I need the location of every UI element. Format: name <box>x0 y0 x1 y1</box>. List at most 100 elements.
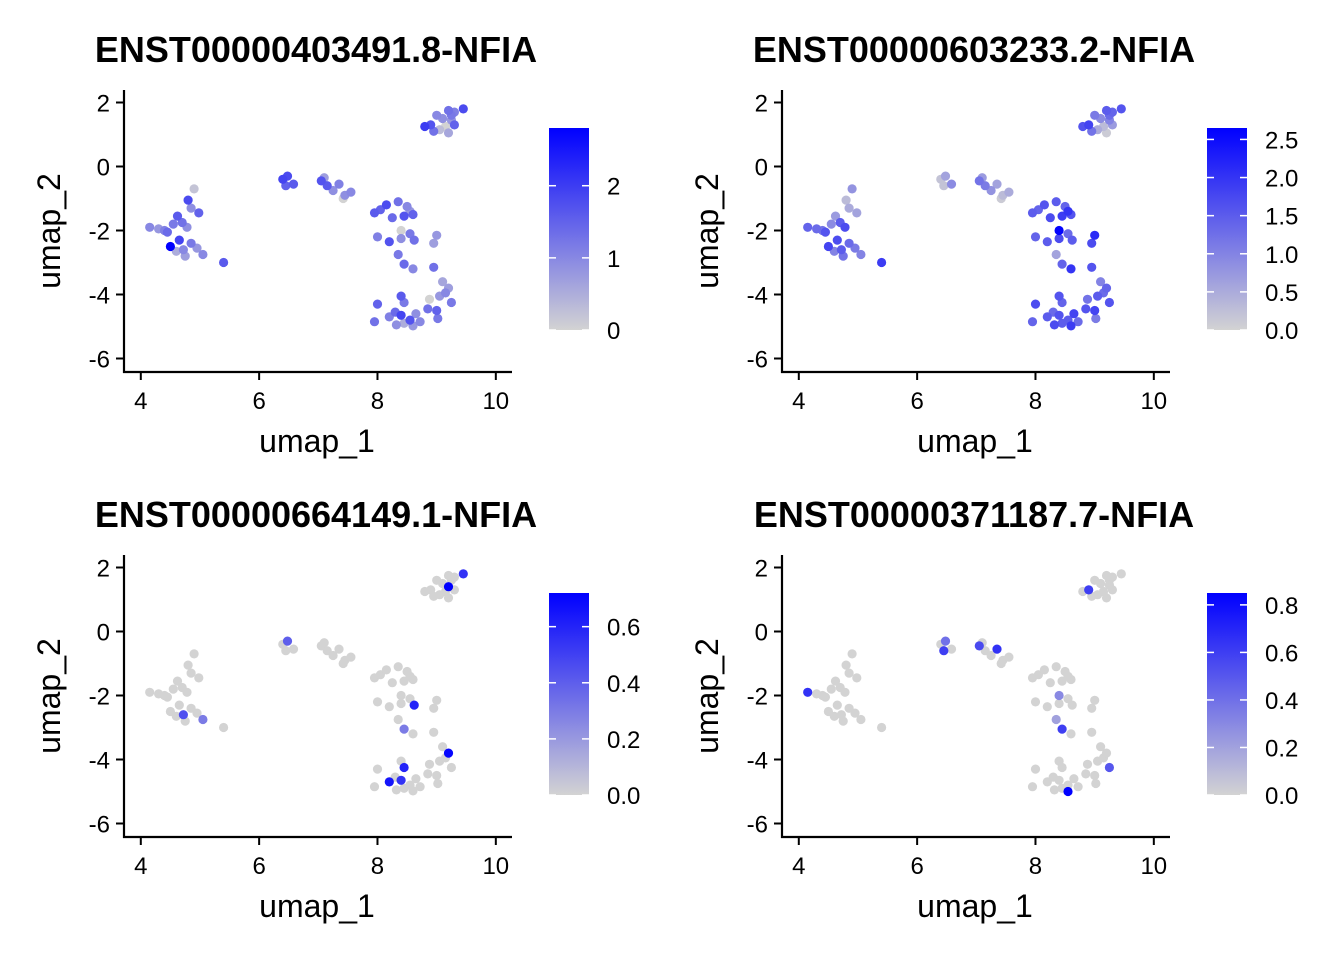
panel-4-point <box>1104 580 1114 590</box>
panel-1-point <box>288 179 299 189</box>
panel-4-point <box>1101 593 1112 603</box>
panel-2-point <box>847 184 857 194</box>
panel-2-point <box>812 224 822 234</box>
panel-2-point <box>1093 291 1103 301</box>
panel-3-point <box>405 671 415 681</box>
panel-1-x-tick-label: 4 <box>134 388 147 415</box>
panel-1-point <box>372 232 383 242</box>
panel-1-point <box>423 304 433 314</box>
panel-2-point <box>1027 317 1038 327</box>
panel-4-y-tick-label: -6 <box>747 812 768 839</box>
panel-1-point <box>396 233 406 244</box>
panel-4-point <box>1090 575 1100 585</box>
panel-1-colorbar-tick-label: 2 <box>607 174 620 201</box>
panel-1-title: ENST00000403491.8-NFIA <box>95 29 537 70</box>
panel-4-point <box>830 676 841 686</box>
panel-3-point <box>429 703 439 713</box>
panel-2-point <box>830 211 841 221</box>
panel-2-point <box>940 171 951 181</box>
panel-3-point <box>396 698 406 709</box>
panel-4-point <box>1116 569 1126 579</box>
panel-3-point <box>432 695 442 705</box>
panel-4-point <box>1057 724 1067 734</box>
panel-1-x-tick-label: 6 <box>252 388 265 415</box>
panel-3-point <box>424 759 435 769</box>
panel-3-point <box>429 727 439 737</box>
panel-4-point <box>1042 702 1052 712</box>
panel-1-point <box>438 277 448 287</box>
panel-1-point <box>408 264 418 274</box>
panel-3-point <box>458 569 468 579</box>
panel-2-point <box>836 245 847 255</box>
panel-1-point <box>334 179 344 189</box>
panel-1-point <box>449 120 459 130</box>
panel-4-colorbar-tick-label: 0.0 <box>1265 783 1298 810</box>
panel-2-point <box>1057 259 1067 269</box>
panel-1-point <box>172 211 183 221</box>
panel-3-title: ENST00000664149.1-NFIA <box>95 494 537 535</box>
panel-3-point <box>288 644 299 654</box>
panel-2-point <box>841 195 851 205</box>
panel-4-y-tick-label: -4 <box>747 748 768 775</box>
panel-3-point <box>159 690 170 701</box>
panel-3-point <box>438 742 448 752</box>
panel-2-point <box>1054 233 1064 244</box>
panel-1-point <box>369 208 380 218</box>
panel-2-point <box>1042 312 1052 322</box>
panel-2-point <box>974 176 984 186</box>
panel-4-point <box>1091 778 1101 789</box>
panel-3-y-tick-label: -6 <box>89 812 110 839</box>
panel-3-colorbar-tick-label: 0.6 <box>607 615 640 642</box>
panel-1-point <box>369 317 380 327</box>
panel-3-point <box>328 650 338 661</box>
panel-1-ylabel: umap_2 <box>31 173 67 289</box>
panel-3-point <box>145 687 155 697</box>
panel-4-point <box>1045 678 1055 688</box>
panel-4-point <box>1107 572 1117 582</box>
panel-3-y-tick-label: -2 <box>89 684 110 711</box>
panel-1-x-tick-label: 8 <box>371 388 384 415</box>
panel-3-point <box>391 785 401 795</box>
panel-1-point <box>189 184 199 194</box>
panel-4-point <box>1090 695 1100 705</box>
panel-2-point <box>1096 277 1106 287</box>
panel-3-point <box>399 762 409 773</box>
panel-1-y-tick-label: 0 <box>97 155 110 182</box>
panel-2-point <box>1051 197 1061 207</box>
panel-1-point <box>411 309 421 319</box>
panel-4-point <box>1087 703 1097 713</box>
panel-4-point <box>1057 762 1067 773</box>
panel-3-colorbar <box>549 593 589 795</box>
panel-3-point <box>171 711 181 721</box>
panel-1-point <box>443 105 454 116</box>
panel-4-point <box>1081 769 1091 779</box>
panel-2-point <box>803 222 813 232</box>
panel-4-y-tick-label: 2 <box>755 556 768 583</box>
panel-2-colorbar <box>1207 128 1247 330</box>
panel-1-point <box>396 291 406 301</box>
panel-4-point <box>1069 774 1079 784</box>
panel-2-colorbar-tick-label: 1.5 <box>1265 204 1298 231</box>
panel-1-y-tick-label: -6 <box>89 347 110 374</box>
panel-2-point <box>1042 237 1052 247</box>
panel-1-point <box>391 320 401 330</box>
panel-3-ylabel: umap_2 <box>31 638 67 754</box>
panel-3-point <box>178 710 188 720</box>
panel-4-colorbar-tick-label: 0.8 <box>1265 593 1298 620</box>
panel-4-point <box>1039 665 1049 675</box>
panel-4-point <box>1051 714 1061 725</box>
panel-2-point <box>1063 206 1073 216</box>
panel-3-point <box>372 764 383 774</box>
panel-1-point <box>162 227 172 237</box>
panel-3-point <box>346 652 356 662</box>
panel-2-point <box>820 227 831 237</box>
panel-1-point <box>409 235 419 245</box>
panel-4-point <box>1104 762 1114 773</box>
panel-1-point <box>396 310 406 320</box>
panel-3-point <box>393 662 403 672</box>
panel-2-point <box>1104 297 1114 308</box>
panel-3-x-tick-label: 8 <box>371 853 384 880</box>
panel-3-point <box>396 690 406 701</box>
panel-1-point <box>405 315 415 325</box>
